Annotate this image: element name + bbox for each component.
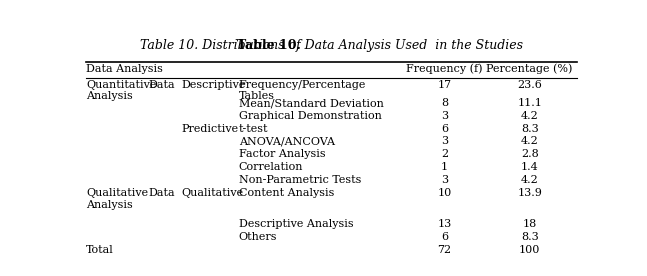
Text: 3: 3 [441, 136, 448, 146]
Text: 6: 6 [441, 232, 448, 242]
Text: Qualitative
Analysis: Qualitative Analysis [86, 188, 148, 210]
Text: Total: Total [86, 245, 114, 255]
Text: Others: Others [239, 232, 278, 242]
Text: Quantitative
Analysis: Quantitative Analysis [86, 80, 157, 101]
Text: Descriptive Analysis: Descriptive Analysis [239, 219, 353, 229]
Text: 1: 1 [441, 162, 448, 172]
Text: Data: Data [149, 80, 175, 90]
Text: 1.4: 1.4 [521, 162, 538, 172]
Text: 2.8: 2.8 [521, 149, 538, 159]
Text: Correlation: Correlation [239, 162, 303, 172]
Text: Data: Data [149, 188, 175, 198]
Text: Graphical Demonstration: Graphical Demonstration [239, 111, 382, 121]
Text: 13.9: 13.9 [517, 188, 542, 198]
Text: 17: 17 [437, 80, 452, 90]
Text: 3: 3 [441, 175, 448, 185]
Text: 18: 18 [523, 219, 537, 229]
Text: 23.6: 23.6 [517, 80, 542, 90]
Text: Table 10.: Table 10. [237, 39, 301, 52]
Text: Non-Parametric Tests: Non-Parametric Tests [239, 175, 361, 185]
Text: t-test: t-test [239, 124, 269, 134]
Text: Content Analysis: Content Analysis [239, 188, 334, 198]
Text: 11.1: 11.1 [517, 98, 542, 108]
Text: ANOVA/ANCOVA: ANOVA/ANCOVA [239, 136, 335, 146]
Text: Frequency/Percentage
Tables: Frequency/Percentage Tables [239, 80, 366, 101]
Text: 8: 8 [441, 98, 448, 108]
Text: 4.2: 4.2 [521, 175, 538, 185]
Text: 3: 3 [441, 111, 448, 121]
Text: Mean/Standard Deviation: Mean/Standard Deviation [239, 98, 384, 108]
Text: Percentage (%): Percentage (%) [487, 63, 573, 74]
Text: Frequency (f): Frequency (f) [406, 63, 483, 74]
Text: Qualitative: Qualitative [181, 188, 243, 198]
Text: 8.3: 8.3 [521, 232, 538, 242]
Text: 13: 13 [437, 219, 452, 229]
Text: Predictive: Predictive [181, 124, 238, 134]
Text: Table 10. Distributions of Data Analysis Used  in the Studies: Table 10. Distributions of Data Analysis… [140, 39, 523, 52]
Text: 72: 72 [437, 245, 452, 255]
Text: 4.2: 4.2 [521, 111, 538, 121]
Text: 8.3: 8.3 [521, 124, 538, 134]
Text: 2: 2 [441, 149, 448, 159]
Text: 10: 10 [437, 188, 452, 198]
Text: Data Analysis: Data Analysis [86, 63, 163, 73]
Text: Factor Analysis: Factor Analysis [239, 149, 325, 159]
Text: 100: 100 [519, 245, 540, 255]
Text: 6: 6 [441, 124, 448, 134]
Text: Descriptive: Descriptive [181, 80, 245, 90]
Text: 4.2: 4.2 [521, 136, 538, 146]
